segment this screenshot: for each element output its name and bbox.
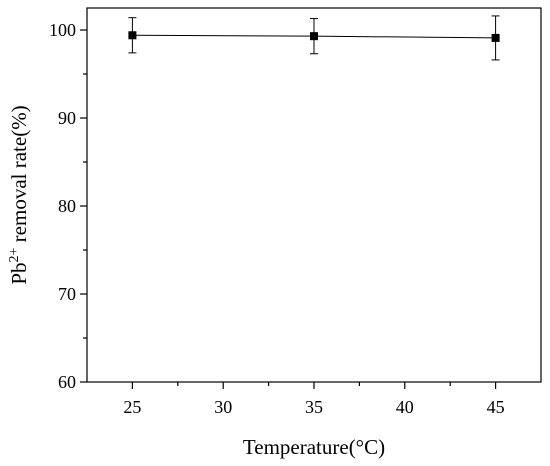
series-layer [128, 15, 500, 61]
y-tick-label: 90 [58, 108, 76, 128]
x-tick-label: 45 [487, 397, 505, 417]
data-point [128, 31, 137, 40]
y-axis-label-suffix: removal rate(%) [7, 105, 31, 247]
data-point [310, 32, 318, 41]
y-axis-label-prefix: Pb [7, 262, 31, 284]
y-tick-label: 70 [58, 284, 76, 304]
labels-layer: 25 30 35 40 45 60 70 80 90 100 [49, 20, 505, 417]
x-tick-label: 40 [396, 397, 414, 417]
data-point [491, 33, 500, 42]
y-tick-label: 80 [58, 196, 76, 216]
y-axis-label-superscript: 2+ [7, 247, 22, 262]
x-tick-label: 30 [214, 397, 232, 417]
plot-frame [86, 7, 542, 383]
y-tick-label: 100 [49, 20, 76, 40]
ticks-layer [80, 29, 497, 389]
y-tick-label: 60 [58, 372, 76, 392]
y-axis-label: Pb2+ removal rate(%) [7, 105, 31, 284]
x-tick-label: 35 [305, 397, 323, 417]
x-axis-label: Temperature(°C) [243, 435, 385, 459]
x-tick-label: 25 [123, 397, 141, 417]
